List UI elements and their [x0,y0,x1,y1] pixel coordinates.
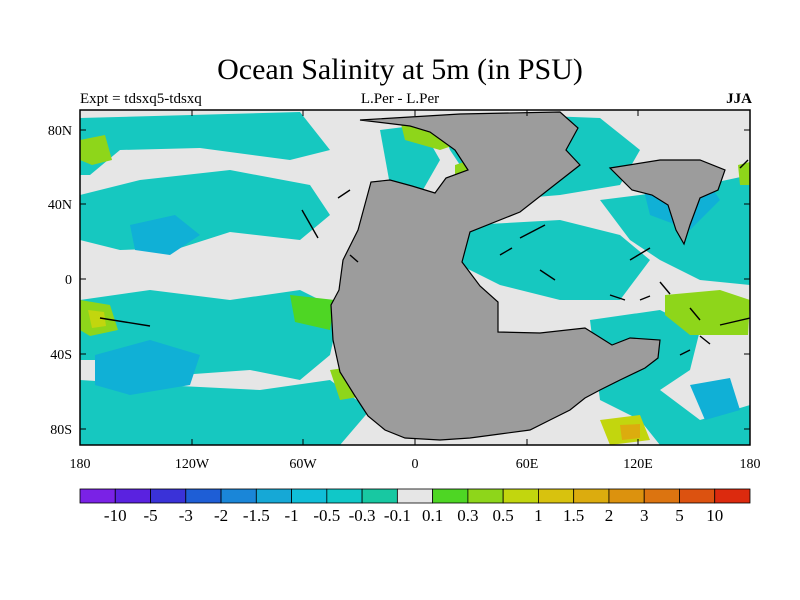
eastern-landmass [608,159,726,246]
x-axis [79,110,639,445]
colorbar-swatch [432,488,469,504]
colorbar-swatch [185,488,222,504]
colorbar-labels: -10 -5 -3 -2 -1.5 -1 -0.5 -0.3 -0.1 0.1 0.3 0.5 1 1.5… [104,506,723,525]
x-tick-label: 180 [70,457,91,472]
colorbar-label: -1.5 [243,506,270,525]
colorbar-swatch [679,488,716,504]
colorbar-label: 0.3 [457,506,478,525]
colorbar-swatch [538,488,575,504]
colorbar-label: 0.5 [493,506,514,525]
colorbar-label: 3 [640,506,649,525]
y-tick-label: 80N [48,124,72,139]
colorbar-swatch [361,488,398,504]
season-label: JJA [726,91,752,107]
colorbar-swatch [291,488,328,504]
colorbar-swatch [326,488,363,504]
y-tick-label: 0 [65,273,72,288]
colorbar-label: 5 [675,506,684,525]
colorbar-swatch [79,488,116,504]
y-axis [80,129,750,430]
island-outlines [99,159,750,356]
colorbar-label: 0.1 [422,506,443,525]
colorbar-swatch [396,488,434,504]
x-tick-label: 0 [412,457,419,472]
colorbar-swatch [220,488,257,504]
colorbar-label: 1 [534,506,543,525]
supercontinent [330,111,661,441]
colorbar-label: -5 [143,506,157,525]
colorbar-swatch [573,488,610,504]
experiment-label: Expt = tdsxq5-tdsxq [80,91,202,107]
y-tick-label: 40N [48,198,72,213]
colorbar-swatch [150,488,187,504]
colorbar-swatch [114,488,151,504]
colorbar-label: 1.5 [563,506,584,525]
x-tick-label: 60E [516,457,539,472]
colorbar-label: -2 [214,506,228,525]
map-title: Ocean Salinity at 5m (in PSU) [217,53,583,86]
x-tick-label: 180 [740,457,761,472]
y-tick-label: 40S [50,348,72,363]
colorbar-swatch [467,488,504,504]
period-label: L.Per - L.Per [360,91,440,107]
land-masses [330,111,726,441]
colorbar-swatch [714,488,751,504]
y-tick-label: 80S [50,423,72,438]
colorbar-label: -3 [179,506,193,525]
colorbar-label: 2 [605,506,614,525]
colorbar-swatch [608,488,645,504]
colorbar-label: -0.5 [313,506,340,525]
x-tick-label: 120W [175,457,210,472]
map-area [80,110,750,445]
colorbar-label: -10 [104,506,127,525]
colorbar-label: -0.1 [384,506,411,525]
colorbar-swatch [643,488,680,504]
x-tick-label: 120E [623,457,653,472]
x-tick-label: 60W [289,457,317,472]
colorbar-swatch [502,488,539,504]
colorbar-label: 10 [706,506,723,525]
colorbar [79,488,751,504]
colorbar-label: -1 [284,506,298,525]
colorbar-label: -0.3 [349,506,376,525]
colorbar-swatch [255,488,292,504]
